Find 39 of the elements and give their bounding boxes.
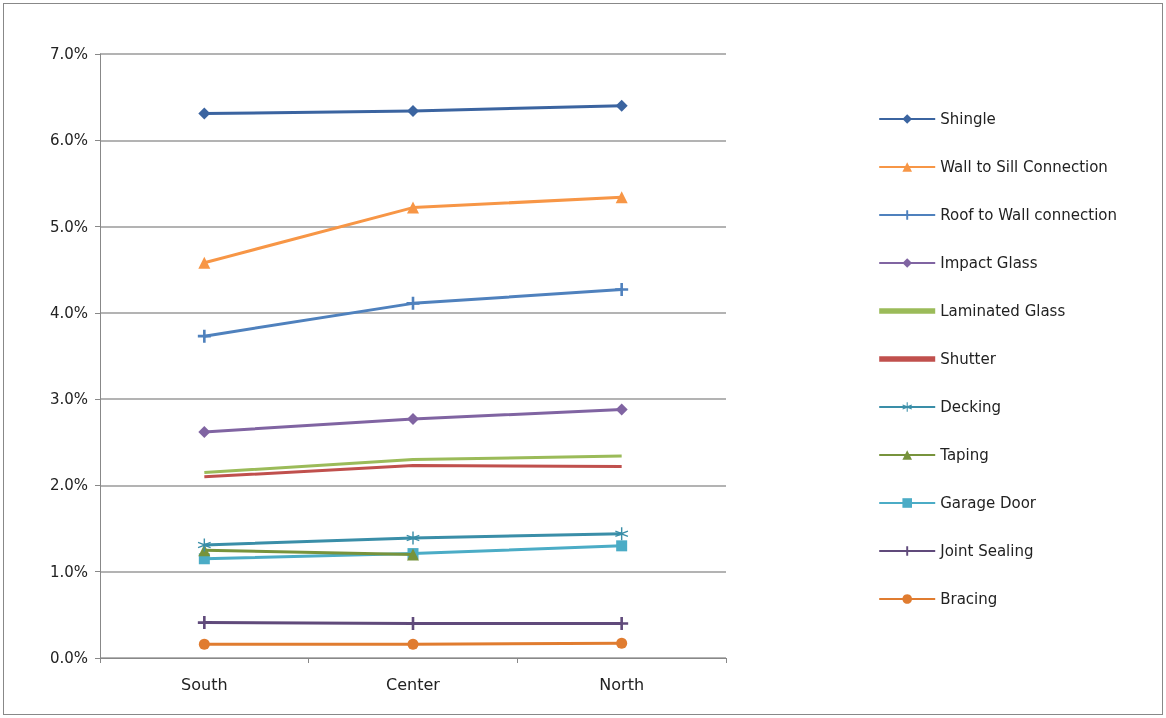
legend-label: Laminated Glass — [940, 302, 1066, 320]
point — [406, 296, 420, 310]
legend-label: Bracing — [940, 590, 998, 608]
point — [615, 191, 628, 204]
legend-label: Roof to Wall connection — [940, 206, 1117, 224]
y-tick-label: 3.0% — [49, 390, 88, 409]
legend-label: Wall to Sill Connection — [940, 158, 1108, 176]
point — [407, 638, 419, 650]
legend-label: Taping — [939, 446, 989, 464]
point — [615, 283, 629, 297]
point — [615, 403, 628, 416]
legend-label: Shutter — [940, 350, 997, 368]
y-tick-label: 0.0% — [49, 649, 88, 667]
point — [616, 540, 628, 552]
x-tick-label: Center — [386, 674, 441, 694]
y-tick-label: 2.0% — [49, 476, 88, 495]
legend-label: Shingle — [940, 110, 996, 128]
legend-label: Impact Glass — [940, 254, 1038, 272]
point — [615, 527, 629, 541]
point — [198, 256, 211, 269]
legend-label: Garage Door — [940, 494, 1037, 512]
point — [198, 425, 211, 438]
x-tick-label: South — [181, 674, 228, 694]
point — [407, 412, 419, 425]
y-tick-label: 5.0% — [49, 217, 88, 236]
point — [407, 104, 419, 117]
point — [198, 638, 210, 650]
legend-label: Decking — [940, 398, 1002, 416]
legend-label: Joint Sealing — [939, 542, 1034, 560]
y-tick-label: 1.0% — [49, 562, 88, 581]
point — [406, 531, 420, 545]
point — [616, 637, 628, 649]
y-tick-label: 6.0% — [49, 131, 88, 150]
y-tick-label: 7.0% — [49, 45, 88, 63]
x-tick-label: North — [599, 674, 645, 694]
point — [407, 201, 419, 214]
y-tick-label: 4.0% — [49, 303, 88, 322]
point — [197, 329, 211, 343]
point — [615, 99, 628, 112]
